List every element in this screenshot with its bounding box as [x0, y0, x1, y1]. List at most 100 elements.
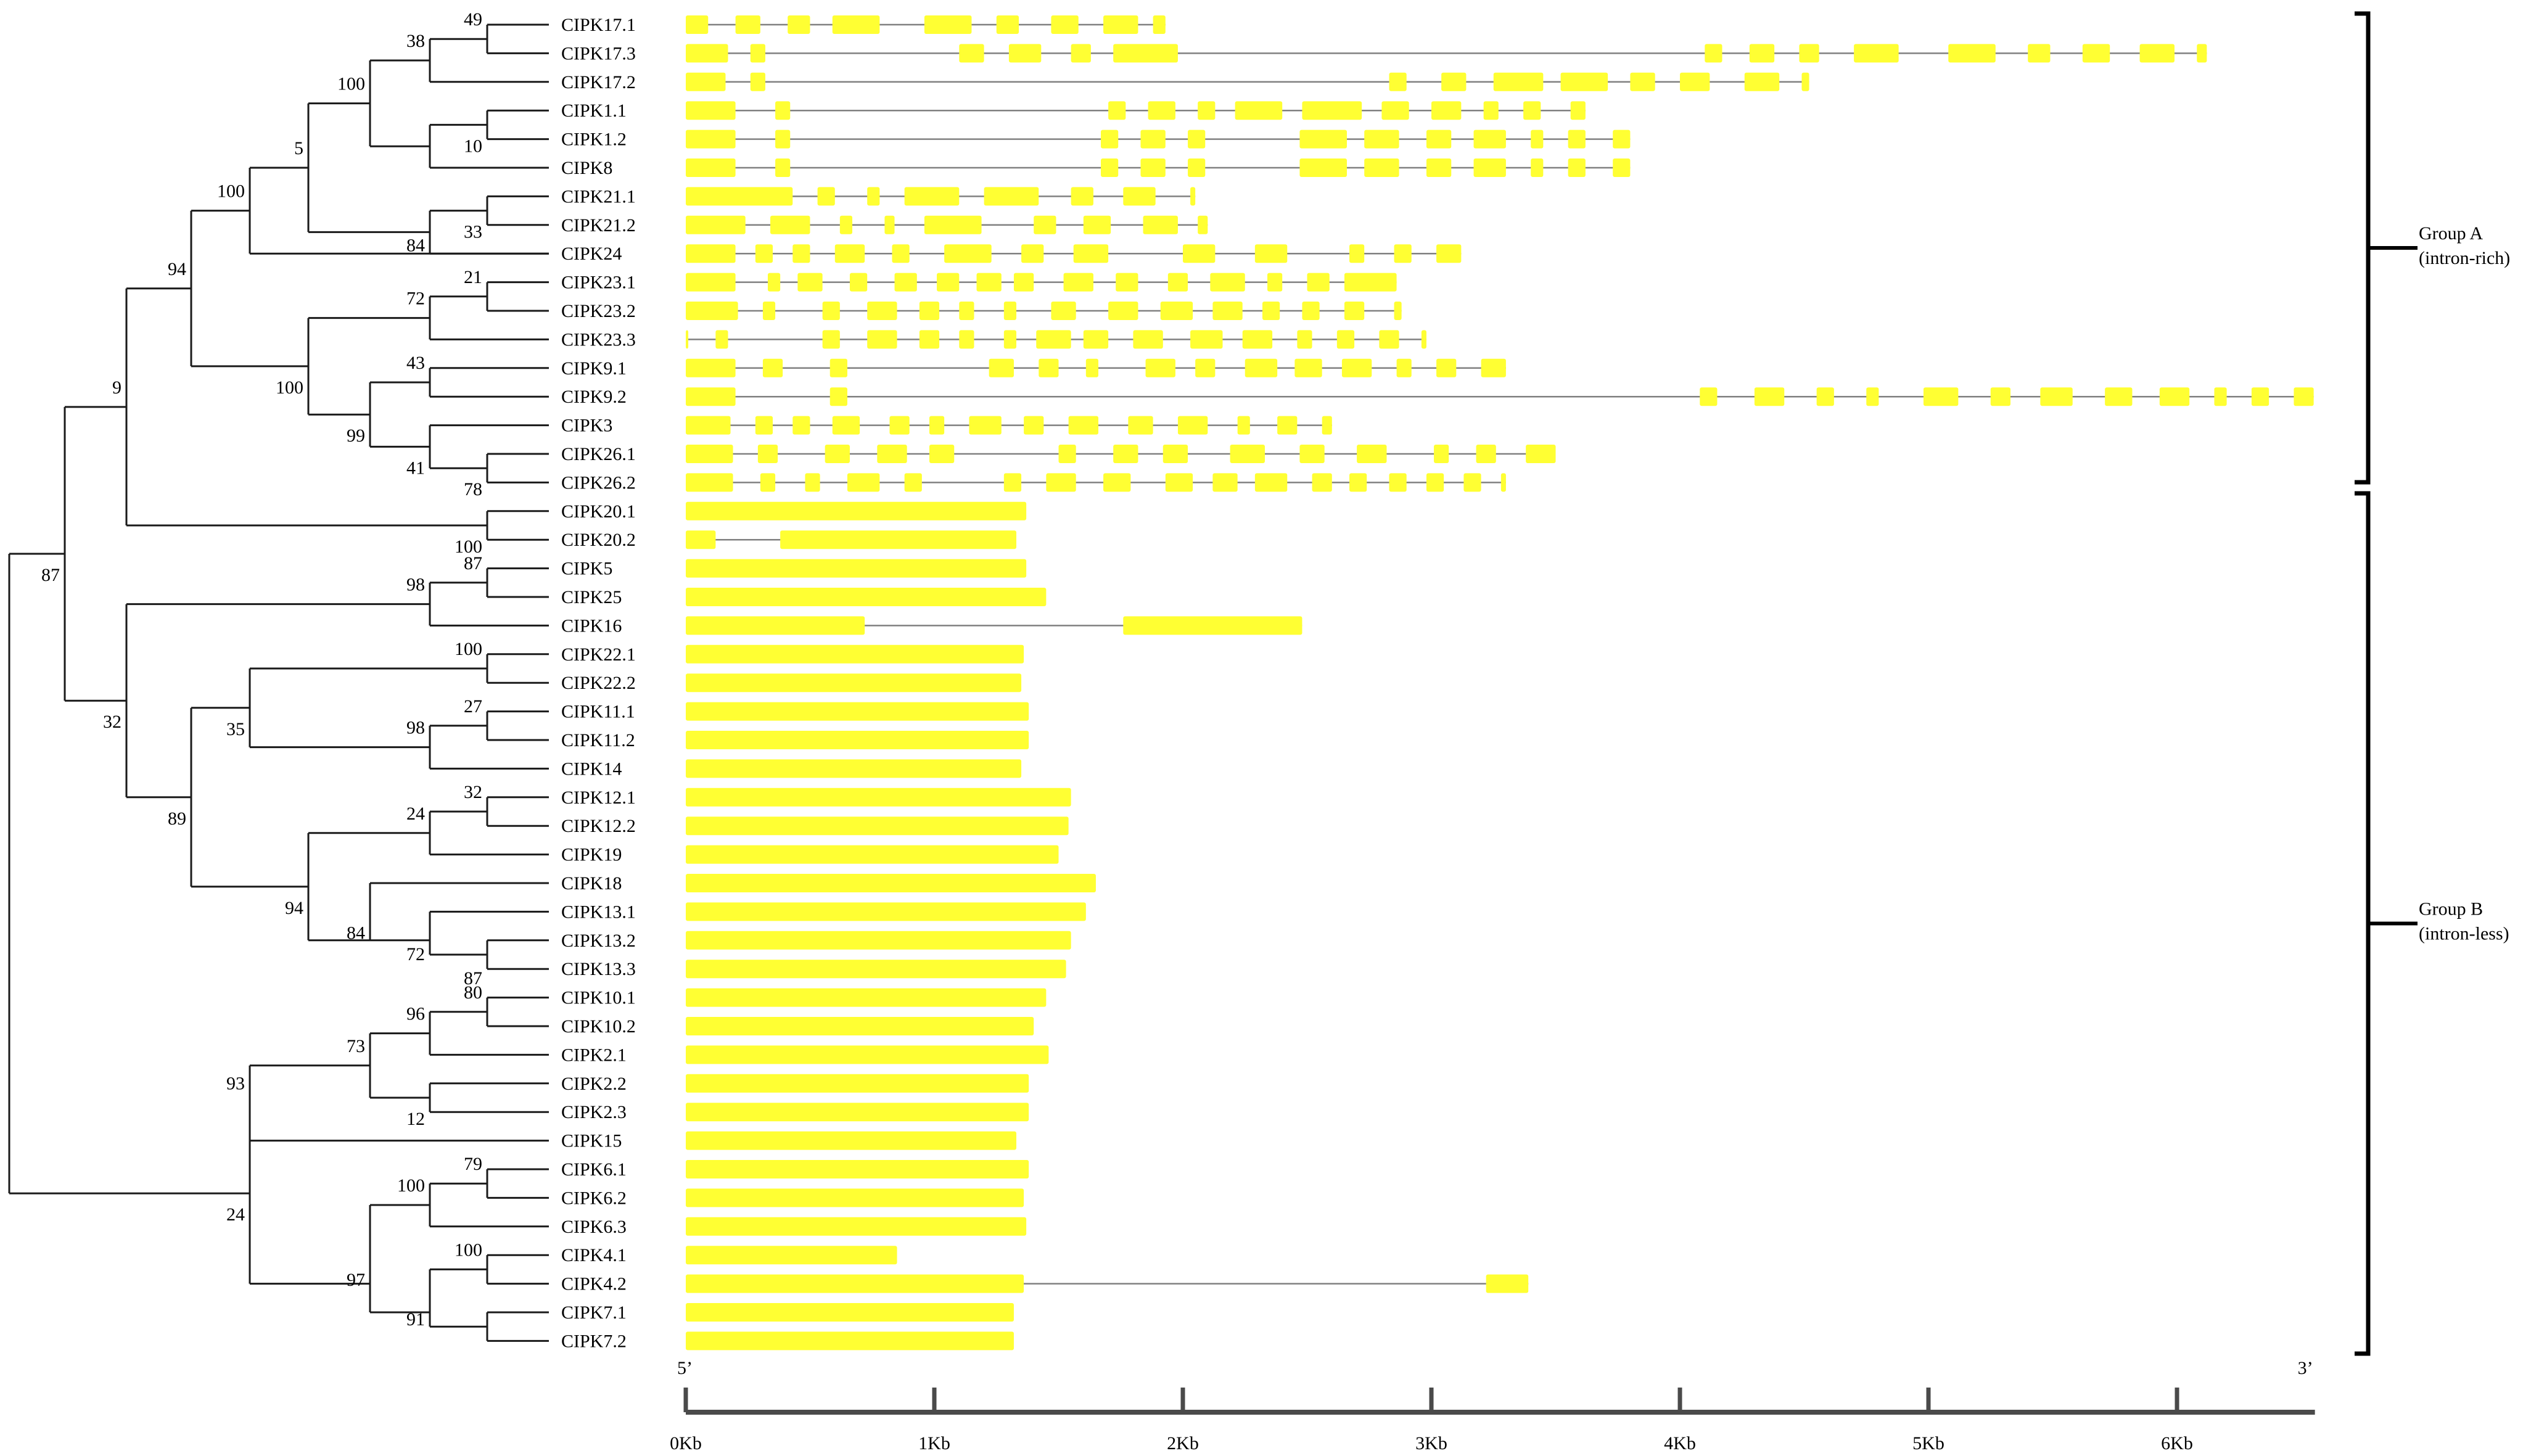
- exon-box: [686, 960, 1066, 979]
- gene-structure-row: [686, 445, 1556, 463]
- exon-box: [1613, 130, 1631, 149]
- exon-box: [1085, 358, 1098, 377]
- exon-box: [686, 358, 736, 377]
- exon-box: [996, 15, 1019, 34]
- exon-box: [686, 1274, 1024, 1293]
- exon-box: [1302, 101, 1362, 120]
- exon-box: [2214, 387, 2227, 406]
- bootstrap-value: 10: [464, 136, 482, 156]
- exon-box: [825, 445, 850, 463]
- exon-box: [1073, 244, 1109, 263]
- bootstrap-value: 84: [406, 236, 425, 256]
- exon-box: [2159, 387, 2190, 406]
- bootstrap-value: 98: [406, 575, 425, 595]
- bootstrap-value: 73: [347, 1036, 365, 1056]
- exon-box: [1083, 330, 1109, 349]
- exon-box: [1212, 302, 1243, 320]
- exon-box: [686, 445, 733, 463]
- scale-axis: 0Kb 1Kb 2Kb 3Kb 4Kb 5Kb 6Kb 5’ 3’: [670, 1358, 2315, 1454]
- exon-box: [686, 702, 1029, 721]
- gene-label: CIPK22.2: [561, 673, 636, 693]
- exon-box: [976, 273, 1002, 292]
- gene-label: CIPK17.2: [561, 72, 636, 93]
- gene-structure-row: [686, 44, 2207, 63]
- exon-box: [1108, 101, 1126, 120]
- exon-box: [889, 416, 910, 435]
- exon-box: [1421, 330, 1426, 349]
- exon-box: [755, 244, 773, 263]
- exon-box: [1394, 302, 1402, 320]
- exon-box: [1349, 473, 1367, 492]
- exon-box: [686, 101, 736, 120]
- bootstrap-value: 87: [41, 565, 60, 585]
- gene-structure-row: [686, 387, 2314, 406]
- exon-box: [775, 158, 791, 177]
- bootstrap-value: 41: [406, 458, 425, 478]
- exon-box: [1148, 101, 1175, 120]
- gene-structure-row: [686, 874, 1096, 892]
- group-bracket: Group A (intron-rich): [2355, 11, 2510, 485]
- gene-label: CIPK23.1: [561, 273, 636, 293]
- exon-box: [839, 215, 853, 234]
- exon-box: [762, 302, 776, 320]
- bootstrap-value: 100: [337, 74, 365, 94]
- gene-structure-row: [686, 1331, 1014, 1351]
- exon-box: [1441, 72, 1467, 91]
- exon-box: [1103, 473, 1131, 492]
- gene-label: CIPK19: [561, 845, 622, 865]
- gene-structure-row: [686, 1017, 1034, 1035]
- exon-box: [1680, 72, 1710, 91]
- exon-box: [1245, 358, 1278, 377]
- gene-structure-row: [686, 759, 1022, 778]
- gene-label: CIPK18: [561, 873, 622, 894]
- exon-box: [1389, 72, 1407, 91]
- gene-structure-row: [686, 1188, 1024, 1207]
- five-prime-label: 5’: [677, 1358, 693, 1378]
- bootstrap-value: 43: [406, 353, 425, 373]
- exon-box: [1379, 330, 1399, 349]
- exon-box: [984, 187, 1039, 206]
- exon-box: [1493, 72, 1544, 91]
- exon-box: [1500, 473, 1506, 492]
- gene-label: CIPK24: [561, 244, 622, 264]
- gene-structure-row: [686, 731, 1029, 749]
- exon-box: [832, 15, 880, 34]
- bootstrap-value: 9: [112, 377, 121, 398]
- gene-label: CIPK26.2: [561, 472, 636, 493]
- gene-structure-row: [686, 644, 1024, 664]
- bootstrap-value: 49: [464, 9, 482, 30]
- exon-box: [686, 244, 736, 263]
- exon-box: [929, 445, 955, 463]
- exon-box: [1307, 273, 1330, 292]
- gene-label: CIPK2.2: [561, 1074, 627, 1094]
- exon-box: [1426, 158, 1452, 177]
- bootstrap-value: 94: [168, 259, 186, 279]
- exon-box: [686, 902, 1086, 921]
- exon-box: [770, 215, 810, 234]
- exon-box: [1463, 473, 1481, 492]
- exon-box: [2251, 387, 2269, 406]
- exon-box: [919, 302, 940, 320]
- exon-box: [944, 244, 992, 263]
- exon-box: [1190, 187, 1196, 206]
- exon-box: [2028, 44, 2051, 63]
- exon-box: [1389, 473, 1407, 492]
- exon-box: [1212, 473, 1238, 492]
- exon-box: [1034, 215, 1056, 234]
- bootstrap-value: 27: [464, 696, 482, 717]
- exon-box: [1302, 302, 1320, 320]
- bootstrap-value: 100: [276, 377, 303, 398]
- gene-label: CIPK16: [561, 615, 622, 636]
- gene-structure-row: [686, 559, 1027, 578]
- bootstrap-value: 72: [406, 944, 425, 964]
- exon-box: [686, 130, 736, 149]
- gene-structure-row: [686, 1217, 1027, 1236]
- bracket-line: [2355, 491, 2371, 1356]
- exon-box: [1866, 387, 1879, 406]
- exon-box: [894, 273, 917, 292]
- exon-box: [686, 158, 736, 177]
- three-prime-label: 3’: [2298, 1358, 2313, 1378]
- gene-label: CIPK21.2: [561, 215, 636, 236]
- exon-box: [735, 15, 760, 34]
- gene-structure-row: [686, 1246, 897, 1265]
